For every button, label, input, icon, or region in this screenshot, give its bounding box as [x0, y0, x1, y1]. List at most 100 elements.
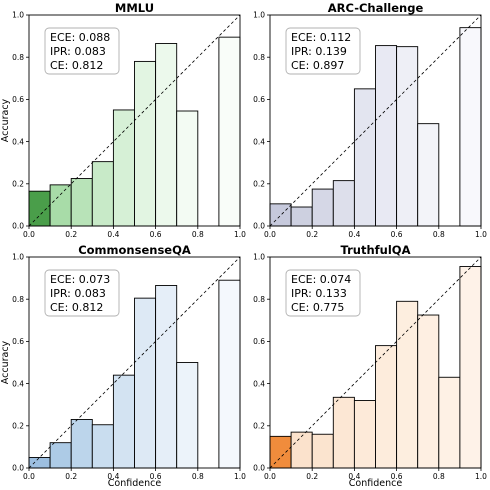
bar-3	[70, 178, 93, 227]
x-tick-label: 0.6	[150, 230, 162, 239]
bar-8	[176, 362, 199, 469]
stats-box	[285, 269, 361, 317]
bar-6	[375, 45, 398, 227]
y-tick-label: 1.0	[253, 11, 265, 20]
axes-frame	[269, 256, 482, 469]
stat-line: CE: 0.812	[50, 59, 103, 72]
perfect-calibration-line	[269, 14, 482, 227]
x-tick-label: 0.6	[150, 472, 162, 481]
y-tick-label: 0.6	[253, 95, 265, 104]
x-tick-label: 0.8	[192, 230, 204, 239]
x-tick-label: 0.2	[65, 230, 77, 239]
panel-title: TruthfulQA	[341, 243, 411, 257]
bar-2	[290, 431, 313, 469]
x-tick-label: 0.0	[264, 472, 276, 481]
panel-2: 0.0 0.2 0.4 0.6 0.8 1.0 0.0 0.2 0.4 0.6 0.8 1.0 ARC-…	[253, 1, 487, 239]
stat-line: CE: 0.897	[291, 59, 344, 72]
y-tick-label: 0.8	[253, 295, 265, 304]
stats-box	[44, 27, 120, 75]
x-tick-label: 0.4	[348, 472, 360, 481]
x-tick-label: 1.0	[234, 230, 246, 239]
x-tick-label: 0.2	[65, 472, 77, 481]
y-tick-label: 0.4	[253, 379, 265, 388]
bar-3	[311, 188, 334, 227]
y-tick-label: 0.6	[12, 337, 24, 346]
y-tick-label: 0.4	[12, 137, 24, 146]
panel-title: ARC-Challenge	[328, 1, 424, 15]
bar-7	[155, 285, 178, 469]
x-tick-label: 0.2	[306, 230, 318, 239]
x-tick-label: 0.8	[192, 472, 204, 481]
perfect-calibration-line	[28, 14, 241, 227]
bar-10	[459, 266, 482, 469]
bar-4	[91, 424, 114, 469]
bar-10	[218, 279, 241, 469]
axes-frame	[269, 14, 482, 227]
bar-1	[28, 457, 51, 469]
stat-line: ECE: 0.112	[291, 31, 351, 44]
stat-line: IPR: 0.083	[50, 287, 106, 300]
bar-5	[112, 374, 135, 469]
x-tick-label: 0.4	[107, 230, 119, 239]
panel-3: 0.0 0.2 0.4 0.6 0.8 1.0 0.0 0.2 0.4 0.6 0.8 1.0 Comm…	[0, 243, 246, 481]
x-tick-label: 1.0	[475, 230, 487, 239]
y-tick-label: 1.0	[12, 11, 24, 20]
bar-2	[290, 206, 313, 227]
stats-box	[285, 27, 361, 75]
stat-line: IPR: 0.083	[50, 45, 106, 58]
y-tick-label: 0.0	[253, 222, 265, 231]
bar-10	[218, 36, 241, 227]
x-tick-label: 0.0	[23, 230, 35, 239]
bar-8	[417, 123, 440, 227]
y-tick-label: 0.8	[12, 53, 24, 62]
x-tick-label: 1.0	[234, 472, 246, 481]
bar-4	[332, 396, 355, 469]
x-tick-label: 0.8	[433, 472, 445, 481]
bar-1	[269, 203, 292, 227]
panel-title: CommonsenseQA	[78, 243, 191, 257]
bar-6	[375, 345, 398, 469]
y-tick-label: 0.2	[253, 180, 265, 189]
x-tick-label: 0.4	[348, 230, 360, 239]
x-tick-label: 0.6	[391, 472, 403, 481]
y-tick-label: 0.6	[12, 95, 24, 104]
x-tick-label: 0.6	[391, 230, 403, 239]
bar-3	[70, 419, 93, 469]
y-tick-label: 0.2	[12, 180, 24, 189]
x-tick-label: 0.0	[264, 230, 276, 239]
bar-4	[332, 180, 355, 227]
bar-4	[91, 161, 114, 227]
perfect-calibration-line	[28, 256, 241, 469]
axes-frame	[28, 256, 241, 469]
bar-7	[155, 43, 178, 227]
y-axis-label: Accuracy	[0, 340, 11, 384]
axes-frame	[28, 14, 241, 227]
bar-1	[269, 435, 292, 469]
x-tick-label: 0.2	[306, 472, 318, 481]
x-tick-label: 0.8	[433, 230, 445, 239]
bar-7	[396, 300, 419, 469]
y-tick-label: 0.0	[253, 464, 265, 473]
x-tick-label: 0.4	[107, 472, 119, 481]
y-tick-label: 0.8	[12, 295, 24, 304]
bar-6	[134, 297, 157, 469]
bar-7	[396, 46, 419, 227]
y-tick-label: 1.0	[253, 253, 265, 262]
bar-2	[49, 184, 72, 227]
bar-6	[134, 60, 157, 227]
stat-line: IPR: 0.133	[291, 287, 347, 300]
bar-5	[353, 88, 376, 227]
bar-5	[112, 109, 135, 227]
bar-5	[353, 400, 376, 469]
stats-box	[44, 269, 120, 317]
bar-8	[176, 110, 199, 227]
y-tick-label: 0.0	[12, 464, 24, 473]
panel-title: MMLU	[115, 1, 154, 15]
y-tick-label: 0.4	[253, 137, 265, 146]
y-tick-label: 0.4	[12, 379, 24, 388]
stat-line: ECE: 0.073	[50, 273, 110, 286]
perfect-calibration-line	[269, 256, 482, 469]
y-axis-label: Accuracy	[0, 98, 11, 142]
stat-line: ECE: 0.088	[50, 31, 110, 44]
